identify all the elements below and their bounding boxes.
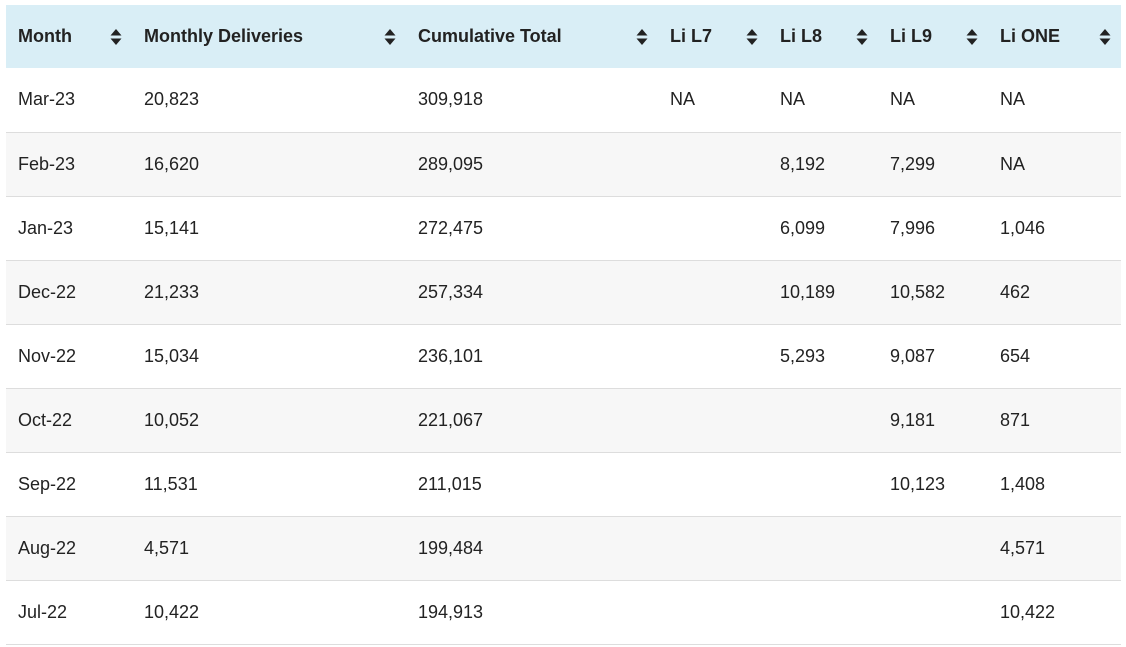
- table-header: Month Monthly Deliveries Cumulative Total L…: [6, 5, 1121, 68]
- table-cell-monthly: 15,034: [144, 345, 200, 366]
- table-cell-monthly: 15,141: [144, 217, 200, 238]
- table-cell-one: 4,571: [1000, 537, 1046, 558]
- table-cell-l9: 7,299: [890, 153, 936, 174]
- table-cell-l7: [658, 388, 768, 452]
- column-header-l7[interactable]: Li L7: [658, 5, 768, 68]
- table-cell-l8: [768, 580, 878, 644]
- sort-icon[interactable]: [856, 28, 868, 46]
- table-cell-l7: [658, 132, 768, 196]
- table-cell-l7: [658, 580, 768, 644]
- table-cell-l9: 9,087: [890, 345, 936, 366]
- column-header-l8[interactable]: Li L8: [768, 5, 878, 68]
- table-cell-l8: 6,099: [780, 217, 826, 238]
- table-cell-l9: NA: [890, 89, 916, 110]
- header-row: Month Monthly Deliveries Cumulative Total L…: [6, 5, 1121, 68]
- table-cell-month: Aug-22: [18, 537, 77, 558]
- table-cell-monthly: 10,052: [144, 409, 200, 430]
- table-row: Dec-22 21,233 257,334 10,189 10,582 462: [6, 260, 1121, 324]
- table-cell-cumulative: 289,095: [418, 153, 484, 174]
- table-cell-cumulative: 199,484: [418, 537, 484, 558]
- table-cell-monthly: 4,571: [144, 537, 190, 558]
- column-header-l9[interactable]: Li L9: [878, 5, 988, 68]
- sort-icon[interactable]: [966, 28, 978, 46]
- table-cell-l8: 8,192: [780, 153, 826, 174]
- table-cell-one: 654: [1000, 345, 1031, 366]
- table-cell-l7: [658, 516, 768, 580]
- table-row: Mar-23 20,823 309,918 NA NA NA NA: [6, 68, 1121, 132]
- table-row: Feb-23 16,620 289,095 8,192 7,299 NA: [6, 132, 1121, 196]
- table-cell-one: 1,408: [1000, 473, 1046, 494]
- table-row: Nov-22 15,034 236,101 5,293 9,087 654: [6, 324, 1121, 388]
- table-cell-l9: 10,123: [890, 473, 946, 494]
- table-cell-l9: 10,582: [890, 281, 946, 302]
- deliveries-table-container: Month Monthly Deliveries Cumulative Total L…: [6, 5, 1121, 645]
- table-cell-one: NA: [1000, 89, 1026, 110]
- table-cell-l9: [878, 580, 988, 644]
- table-cell-month: Oct-22: [18, 409, 73, 430]
- column-header-label: Cumulative Total: [418, 26, 562, 46]
- table-cell-one: 462: [1000, 281, 1031, 302]
- table-cell-cumulative: 272,475: [418, 217, 484, 238]
- table-cell-month: Sep-22: [18, 473, 77, 494]
- sort-icon[interactable]: [110, 28, 122, 46]
- table-cell-l8: 5,293: [780, 345, 826, 366]
- table-body: Mar-23 20,823 309,918 NA NA NA NA Feb-23 16,620 2…: [6, 68, 1121, 644]
- column-header-cumulative[interactable]: Cumulative Total: [406, 5, 658, 68]
- table-cell-l7: NA: [670, 89, 696, 110]
- table-cell-cumulative: 257,334: [418, 281, 484, 302]
- table-cell-month: Dec-22: [18, 281, 77, 302]
- column-header-label: Li L8: [780, 26, 823, 46]
- table-cell-month: Mar-23: [18, 89, 76, 110]
- table-cell-month: Jan-23: [18, 217, 74, 238]
- column-header-label: Month: [18, 26, 72, 46]
- table-row: Jan-23 15,141 272,475 6,099 7,996 1,046: [6, 196, 1121, 260]
- table-row: Jul-22 10,422 194,913 10,422: [6, 580, 1121, 644]
- table-cell-l7: [658, 196, 768, 260]
- table-cell-one: 1,046: [1000, 217, 1046, 238]
- table-cell-l7: [658, 260, 768, 324]
- column-header-monthly[interactable]: Monthly Deliveries: [132, 5, 406, 68]
- table-cell-one: 10,422: [1000, 601, 1056, 622]
- table-cell-l8: 10,189: [780, 281, 836, 302]
- deliveries-table: Month Monthly Deliveries Cumulative Total L…: [6, 5, 1121, 645]
- table-cell-month: Feb-23: [18, 153, 76, 174]
- table-cell-month: Nov-22: [18, 345, 77, 366]
- column-header-one[interactable]: Li ONE: [988, 5, 1121, 68]
- table-cell-monthly: 20,823: [144, 89, 200, 110]
- column-header-month[interactable]: Month: [6, 5, 132, 68]
- table-cell-cumulative: 211,015: [418, 473, 482, 494]
- column-header-label: Li ONE: [1000, 26, 1061, 46]
- table-cell-l9: 9,181: [890, 409, 936, 430]
- table-cell-month: Jul-22: [18, 601, 68, 622]
- table-cell-l8: [768, 452, 878, 516]
- table-cell-l9: 7,996: [890, 217, 936, 238]
- sort-icon[interactable]: [384, 28, 396, 46]
- table-cell-l7: [658, 324, 768, 388]
- table-cell-monthly: 11,531: [144, 473, 198, 494]
- table-cell-cumulative: 236,101: [418, 345, 484, 366]
- table-row: Aug-22 4,571 199,484 4,571: [6, 516, 1121, 580]
- table-cell-cumulative: 194,913: [418, 601, 484, 622]
- table-cell-monthly: 16,620: [144, 153, 200, 174]
- sort-icon[interactable]: [1099, 28, 1111, 46]
- table-cell-l9: [878, 516, 988, 580]
- table-cell-l8: [768, 388, 878, 452]
- sort-icon[interactable]: [746, 28, 758, 46]
- table-cell-cumulative: 309,918: [418, 89, 484, 110]
- table-row: Sep-22 11,531 211,015 10,123 1,408: [6, 452, 1121, 516]
- table-cell-one: NA: [1000, 153, 1026, 174]
- column-header-label: Li L9: [890, 26, 933, 46]
- sort-icon[interactable]: [636, 28, 648, 46]
- table-row: Oct-22 10,052 221,067 9,181 871: [6, 388, 1121, 452]
- column-header-label: Monthly Deliveries: [144, 26, 304, 46]
- column-header-label: Li L7: [670, 26, 713, 46]
- table-cell-l8: NA: [780, 89, 806, 110]
- table-cell-one: 871: [1000, 409, 1031, 430]
- table-cell-l8: [768, 516, 878, 580]
- table-cell-monthly: 21,233: [144, 281, 200, 302]
- table-cell-l7: [658, 452, 768, 516]
- table-cell-cumulative: 221,067: [418, 409, 484, 430]
- table-cell-monthly: 10,422: [144, 601, 200, 622]
